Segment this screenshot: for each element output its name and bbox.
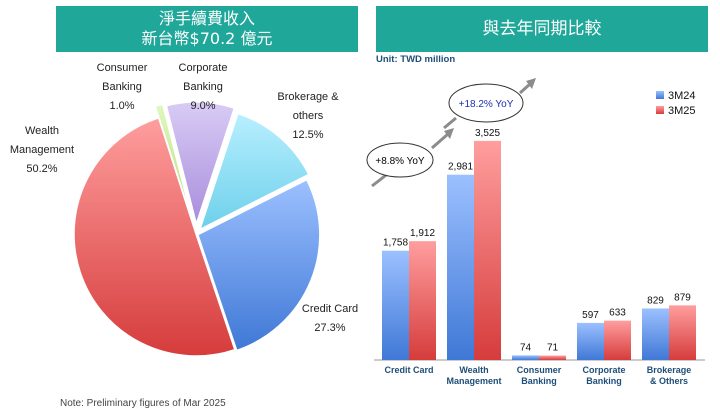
x-tick-label-2: Consumer Banking — [517, 365, 562, 386]
pie-title-line2: 新台幣$70.2 億元 — [141, 29, 273, 48]
bar-value-label-3m24-0: 1,758 — [383, 238, 408, 249]
bar-3m24-3 — [577, 322, 604, 360]
yoy-arrow-head-0 — [444, 128, 454, 139]
legend-swatch-3m24 — [656, 91, 664, 99]
bar-value-label-3m25-1: 3,525 — [475, 128, 500, 139]
pie-label-wealth-management: Wealth Management 50.2% — [10, 125, 74, 175]
bar-value-label-3m24-4: 829 — [647, 295, 664, 306]
bar-title-banner: 與去年同期比較 — [376, 6, 708, 52]
legend-label-3m24: 3M24 — [668, 90, 696, 102]
bar-value-label-3m25-4: 879 — [674, 292, 691, 303]
bar-3m25-4 — [669, 305, 696, 360]
x-tick-label-3: Corporate Banking — [582, 365, 625, 386]
pie-slice-wealth-management — [73, 116, 236, 357]
yoy-arrow-tail-1 — [443, 116, 457, 130]
bar-value-label-3m24-1: 2,981 — [448, 162, 473, 173]
pie-slice-corporate-banking — [165, 101, 236, 227]
pie-title-banner: 淨手續費收入 新台幣$70.2 億元 — [56, 6, 358, 52]
yoy-annotation-1: +18.2% YoY — [459, 99, 514, 110]
bar-3m25-2 — [539, 355, 566, 360]
x-tick-label-1: Wealth Management — [446, 365, 501, 386]
x-tick-label-0: Credit Card — [384, 365, 433, 375]
fee-income-pie-chart: Consumer Banking 1.0% Corporate Banking 9.0% B… — [10, 62, 358, 357]
bar-3m24-4 — [642, 308, 669, 360]
x-tick-label-4: Brokerage & Others — [647, 365, 692, 386]
yoy-arrow-head-1 — [526, 78, 536, 89]
bar-value-label-3m25-2: 71 — [547, 343, 559, 354]
bar-3m24-2 — [512, 355, 539, 360]
yoy-arrow-shaft-0 — [431, 132, 449, 150]
legend-swatch-3m25 — [656, 106, 664, 114]
bar-value-label-3m25-3: 633 — [609, 308, 626, 319]
yoy-callout-1 — [448, 83, 524, 123]
yoy-annotation-0: +8.8% YoY — [375, 156, 425, 167]
unit-label: Unit: TWD million — [376, 54, 456, 65]
legend-label-3m25: 3M25 — [668, 105, 696, 117]
bar-3m24-0 — [382, 250, 409, 360]
pie-slice-brokerage-others — [198, 112, 310, 231]
bar-title: 與去年同期比較 — [482, 19, 602, 39]
pie-label-credit-card: Credit Card 27.3% — [302, 303, 358, 334]
bar-3m25-1 — [474, 140, 501, 360]
pie-slice-credit-card — [196, 178, 321, 352]
bar-value-label-3m24-2: 74 — [520, 342, 532, 353]
pie-label-brokerage-others: Brokerage & others 12.5% — [277, 91, 339, 141]
footnote: Note: Preliminary figures of Mar 2025 — [60, 398, 226, 409]
yoy-arrow-shaft-1 — [518, 82, 532, 95]
pie-label-corporate-banking: Corporate Banking 9.0% — [179, 62, 228, 112]
bar-3m25-3 — [604, 320, 631, 360]
pie-label-consumer-banking: Consumer Banking 1.0% — [97, 62, 148, 112]
bar-3m24-1 — [447, 174, 474, 360]
yoy-callout-0 — [366, 142, 434, 178]
bar-value-label-3m24-3: 597 — [582, 310, 599, 321]
pie-title-line1: 淨手續費收入 — [158, 9, 255, 28]
bar-value-label-3m25-0: 1,912 — [410, 228, 435, 239]
bar-3m25-0 — [409, 241, 436, 360]
